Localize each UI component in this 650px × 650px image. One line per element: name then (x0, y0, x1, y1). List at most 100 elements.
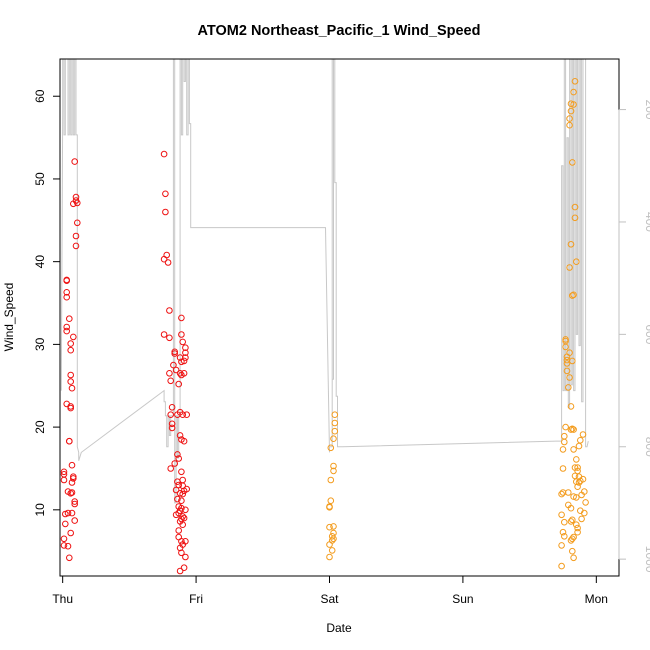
data-point (330, 435, 337, 443)
data-point (71, 158, 78, 165)
data-point (179, 338, 186, 346)
data-point (331, 427, 339, 435)
data-point (574, 483, 581, 491)
data-point (567, 241, 575, 248)
data-point (178, 468, 185, 476)
data-point (63, 323, 70, 331)
data-point (565, 489, 572, 496)
data-point (68, 489, 76, 496)
data-point (567, 504, 575, 512)
data-point (582, 499, 589, 506)
data-point (573, 258, 580, 266)
data-point (170, 361, 177, 369)
data-point (327, 444, 335, 452)
data-point (60, 471, 68, 478)
data-point (178, 538, 185, 545)
data-point (567, 518, 575, 525)
data-point (561, 438, 568, 446)
data-point (64, 509, 72, 517)
data-point (168, 424, 176, 432)
data-point (179, 521, 186, 529)
data-point (578, 515, 585, 523)
data-point (182, 506, 189, 514)
data-point (72, 232, 80, 240)
data-point (574, 464, 581, 471)
data-point (571, 203, 579, 211)
data-point (581, 509, 588, 517)
data-point (327, 497, 335, 505)
data-point (574, 524, 581, 532)
x-tick-label: Thu (52, 592, 73, 606)
data-point (166, 307, 173, 314)
data-point (182, 538, 189, 545)
data-point (559, 465, 567, 472)
data-point (570, 446, 577, 453)
data-point (574, 528, 581, 536)
y-tick-label: 20 (33, 420, 47, 434)
data-point (60, 542, 68, 549)
data-point (171, 460, 178, 467)
data-point (176, 370, 184, 377)
data-point (331, 419, 339, 427)
right-tick-label: 1000 (643, 546, 650, 573)
data-point (561, 432, 568, 440)
data-point (174, 495, 181, 503)
data-point (71, 498, 78, 505)
data-point (175, 481, 182, 489)
data-point (62, 510, 69, 518)
data-point (67, 346, 74, 354)
data-point (562, 336, 569, 343)
data-point (174, 478, 181, 486)
data-point (567, 426, 575, 433)
right-axis: 200 400 600 800 1000 (618, 100, 650, 573)
right-tick-label: 400 (643, 212, 650, 232)
data-point (178, 497, 185, 505)
data-point (63, 289, 70, 296)
data-point (183, 411, 190, 419)
data-point (327, 476, 335, 484)
data-point (570, 554, 577, 562)
data-point (60, 476, 68, 484)
data-point (569, 425, 576, 433)
right-tick-label: 200 (643, 100, 650, 120)
data-point (328, 537, 336, 544)
data-point (571, 214, 579, 222)
data-point (179, 513, 186, 520)
data-point (570, 493, 577, 500)
data-point (63, 276, 70, 284)
data-point (330, 523, 337, 530)
data-point (573, 494, 580, 501)
y-tick-label: 30 (33, 337, 47, 351)
data-point (570, 533, 577, 541)
data-point (178, 358, 185, 366)
data-point (66, 437, 73, 445)
data-point (182, 349, 189, 357)
data-point (175, 527, 182, 534)
data-point (163, 251, 170, 259)
data-point (180, 357, 188, 365)
data-point (171, 350, 178, 357)
chart-title: ATOM2 Northeast_Pacific_1 Wind_Speed (198, 23, 481, 39)
data-point (328, 547, 336, 554)
data-point (180, 370, 188, 377)
data-point (567, 403, 575, 410)
data-point (581, 488, 588, 495)
data-point (565, 384, 572, 391)
y-tick-label: 10 (33, 503, 47, 517)
plot-frame (59, 58, 620, 577)
data-point (66, 554, 73, 562)
data-point (330, 462, 337, 470)
data-point (563, 367, 571, 375)
data-point (579, 475, 587, 483)
data-point (566, 349, 573, 357)
data-point (569, 357, 576, 365)
data-point (168, 404, 176, 411)
data-point (67, 378, 74, 385)
data-point (577, 437, 584, 444)
data-point (168, 420, 176, 428)
data-point (67, 340, 74, 347)
data-point (166, 370, 173, 377)
data-point (67, 529, 74, 537)
data-point (68, 461, 76, 469)
data-point (569, 292, 576, 299)
